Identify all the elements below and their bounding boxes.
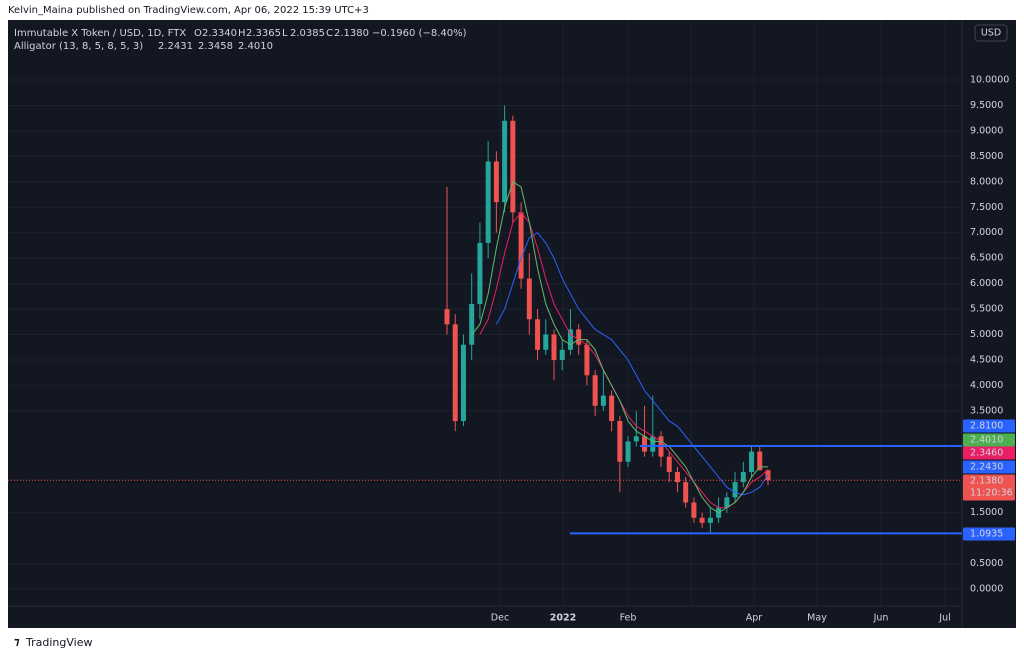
y-tick-label: 10.0000 bbox=[970, 75, 1009, 86]
legend-value: 2.3365 bbox=[246, 28, 281, 39]
y-tick-label: 0.0000 bbox=[970, 584, 1003, 595]
legend-value: 2.1380 bbox=[334, 28, 369, 39]
legend-key: O bbox=[194, 28, 202, 39]
price-box bbox=[963, 433, 1015, 447]
price-box bbox=[963, 474, 1015, 501]
candle-body bbox=[600, 395, 606, 406]
x-tick-label: Feb bbox=[620, 613, 637, 624]
candle-body bbox=[674, 471, 680, 483]
candle-body bbox=[526, 278, 532, 320]
indicator-title: Alligator (13, 8, 5, 8, 5, 3) bbox=[14, 41, 143, 52]
indicator-value: 2.4010 bbox=[238, 41, 273, 52]
legend-title: Immutable X Token / USD, 1D, FTX bbox=[14, 28, 186, 39]
footer-logo: ⁊ bbox=[14, 635, 20, 648]
x-tick-label: 2022 bbox=[550, 613, 576, 624]
x-tick-label: Jul bbox=[938, 613, 950, 624]
candle-body bbox=[551, 334, 557, 360]
y-tick-label: 4.5000 bbox=[970, 354, 1003, 365]
y-tick-label: 7.0000 bbox=[970, 227, 1003, 238]
candle-body bbox=[617, 421, 623, 462]
indicator-value: 2.2431 bbox=[158, 41, 193, 52]
currency: USD bbox=[981, 28, 1001, 39]
legend-key: H bbox=[238, 28, 246, 39]
footer: TradingView bbox=[25, 636, 92, 649]
price-box bbox=[963, 460, 1015, 474]
candle-body bbox=[625, 441, 631, 462]
candle-body bbox=[543, 334, 549, 350]
y-tick-label: 1.5000 bbox=[970, 507, 1003, 518]
x-tick-label: May bbox=[807, 613, 827, 624]
price-box bbox=[963, 527, 1015, 541]
candle-body bbox=[749, 451, 755, 472]
candle-body bbox=[485, 161, 491, 243]
x-tick-label: Apr bbox=[746, 613, 763, 624]
candle-body bbox=[592, 375, 598, 406]
candle-body bbox=[576, 329, 582, 345]
price-box-label: 2.2430 bbox=[970, 462, 1003, 473]
candle-body bbox=[650, 436, 656, 452]
y-tick-label: 3.5000 bbox=[970, 405, 1003, 416]
candle-body bbox=[666, 456, 672, 472]
y-tick-label: 5.5000 bbox=[970, 304, 1003, 315]
candle-body bbox=[469, 303, 475, 345]
alligator-line bbox=[471, 181, 769, 514]
candle-body bbox=[510, 120, 516, 213]
y-tick-label: 9.0000 bbox=[970, 125, 1003, 136]
price-box bbox=[963, 419, 1015, 433]
y-tick-label: 7.5000 bbox=[970, 202, 1003, 213]
price-box-label: 2.3460 bbox=[970, 448, 1003, 459]
candle-body bbox=[699, 517, 705, 523]
candle-body bbox=[460, 344, 466, 422]
candle-body bbox=[567, 329, 573, 350]
publisher: Kelvin_Maina published on TradingView.co… bbox=[8, 5, 369, 16]
candle-body bbox=[691, 502, 697, 518]
legend-key: C bbox=[326, 28, 333, 39]
candle-body bbox=[683, 482, 689, 503]
alligator-line bbox=[495, 232, 769, 496]
legend-change: −0.1960 (−8.40%) bbox=[372, 28, 467, 39]
price-box-label: 2.1380 bbox=[970, 476, 1003, 487]
candle-body bbox=[535, 319, 541, 350]
candle-body bbox=[732, 482, 738, 498]
candle-body bbox=[707, 517, 713, 523]
y-tick-label: 6.5000 bbox=[970, 253, 1003, 264]
y-tick-label: 5.0000 bbox=[970, 329, 1003, 340]
candle-body bbox=[518, 212, 524, 279]
y-tick-label: 8.5000 bbox=[970, 151, 1003, 162]
legend-value: 2.3340 bbox=[202, 28, 237, 39]
x-tick-label: Jun bbox=[873, 613, 889, 624]
candle-body bbox=[493, 161, 499, 203]
candle-body bbox=[642, 436, 648, 452]
candle-body bbox=[444, 309, 450, 325]
candle-body bbox=[724, 497, 730, 508]
candle-body bbox=[633, 436, 639, 442]
candle-body bbox=[477, 242, 483, 304]
price-box-label: 2.4010 bbox=[970, 435, 1003, 446]
y-tick-label: 9.5000 bbox=[970, 100, 1003, 111]
candle-body bbox=[740, 471, 746, 483]
y-tick-label: 8.0000 bbox=[970, 176, 1003, 187]
candle-body bbox=[559, 349, 565, 360]
price-box bbox=[963, 446, 1015, 460]
legend-value: 2.0385 bbox=[290, 28, 325, 39]
candle-body bbox=[757, 451, 763, 471]
candle-body bbox=[584, 344, 590, 376]
y-tick-label: 6.0000 bbox=[970, 278, 1003, 289]
candle-body bbox=[452, 324, 458, 422]
currency-button[interactable] bbox=[974, 24, 1008, 42]
price-box-label: 1.0935 bbox=[970, 529, 1003, 540]
candle-body bbox=[609, 395, 615, 422]
alligator-line bbox=[479, 211, 769, 509]
y-tick-label: 4.0000 bbox=[970, 380, 1003, 391]
chart-panel bbox=[8, 20, 1016, 628]
legend-key: L bbox=[282, 28, 288, 39]
countdown: 11:20:36 bbox=[970, 488, 1013, 499]
indicator-value: 2.3458 bbox=[198, 41, 233, 52]
candle-body bbox=[502, 120, 508, 203]
y-tick-label: 0.5000 bbox=[970, 558, 1003, 569]
x-tick-label: Dec bbox=[491, 613, 509, 624]
price-box-label: 2.8100 bbox=[970, 421, 1003, 432]
